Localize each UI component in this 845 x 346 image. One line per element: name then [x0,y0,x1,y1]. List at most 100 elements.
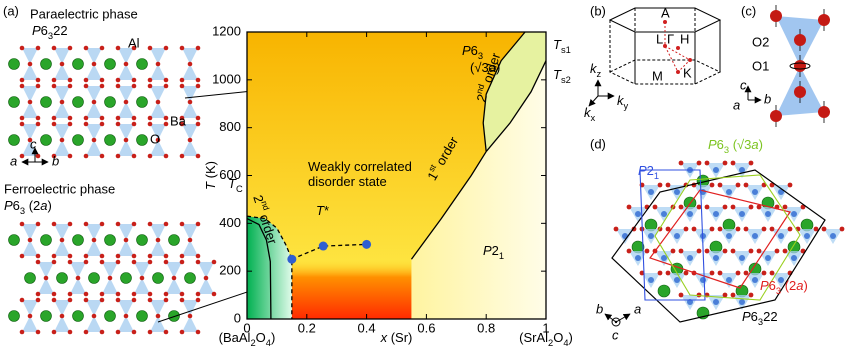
text-part: P [742,309,751,324]
decoration [59,137,65,143]
panel-label: (d) [590,136,606,151]
decoration [696,248,702,254]
decoration [794,86,806,98]
decoration [700,277,706,283]
x-tick-label: 1 [542,320,549,335]
decoration [155,237,161,243]
text-part: P [483,243,492,258]
decoration [86,86,102,102]
decoration [163,253,169,259]
decoration [136,96,148,108]
decoration [676,46,680,50]
decoration [765,255,771,261]
decoration [115,329,121,335]
decoration [51,329,57,335]
atom-label: O1 [752,58,769,73]
decoration [147,77,153,83]
decoration [179,329,185,335]
annotation: Ts2 [553,67,571,85]
decoration [99,77,105,83]
text-part: (SrAl [519,330,548,345]
decoration [678,204,684,210]
decoration [118,124,134,140]
decoration [54,64,70,80]
axis-label: b [764,91,771,106]
text-part: ) [759,137,763,152]
decoration [717,226,723,232]
decoration [726,233,732,239]
decoration [211,291,217,297]
decoration [35,297,41,303]
cell-label: P6322 [742,309,778,327]
decoration [8,134,20,146]
phase-region [483,32,546,152]
decoration [182,300,198,316]
decoration [163,83,169,89]
decoration [147,297,153,303]
decoration [166,262,182,278]
decoration [761,270,767,276]
decoration [150,140,166,156]
decoration [179,253,185,259]
decoration [765,211,771,217]
decoration [179,153,185,159]
axis-label: b [596,301,603,316]
decoration [51,297,57,303]
decoration [163,221,169,227]
decoration [86,316,102,332]
decoration [195,297,201,303]
decoration [691,226,697,232]
decoration [22,316,38,332]
decoration [147,153,153,159]
decoration [27,99,33,105]
atom-label: O [150,131,160,146]
text-part: a [489,60,496,75]
decoration [195,329,201,335]
decoration [611,169,826,323]
decoration [83,329,89,335]
decoration [152,272,164,284]
decoration [136,134,148,146]
decoration [19,45,25,51]
text-part: a [796,278,803,293]
decoration [163,121,169,127]
decoration [696,160,702,166]
text-part: T [203,181,218,190]
decoration [115,115,121,121]
decoration [182,140,198,156]
k-point-label: H [680,31,689,46]
decoration [83,297,89,303]
decoration [70,278,86,294]
text-part: 4 [266,338,271,346]
decoration [184,272,196,284]
decoration [118,86,134,102]
decoration [683,270,689,276]
y-tick-label: 800 [219,119,241,134]
decoration [51,45,57,51]
decoration [67,115,73,121]
decoration [35,83,41,89]
x-tick-label: 0.2 [298,320,316,335]
decoration [674,189,680,195]
cell-label: P21 [638,163,659,181]
decoration [635,211,641,217]
decoration [118,64,134,80]
decoration [102,278,118,294]
decoration [150,224,166,240]
decoration [99,329,105,335]
decoration [756,204,762,210]
text-part: 2 [492,243,499,258]
decoration [722,160,728,166]
decoration [678,248,684,254]
decoration [67,121,73,127]
decoration [67,77,73,83]
decoration [54,86,70,102]
decoration [86,300,102,316]
decoration [131,221,137,227]
text-part: s2 [561,75,571,85]
text-part: y [624,101,629,111]
decoration [115,77,121,83]
decoration [613,226,619,232]
x-tick-label: 0.8 [477,320,495,335]
decoration [35,221,41,227]
